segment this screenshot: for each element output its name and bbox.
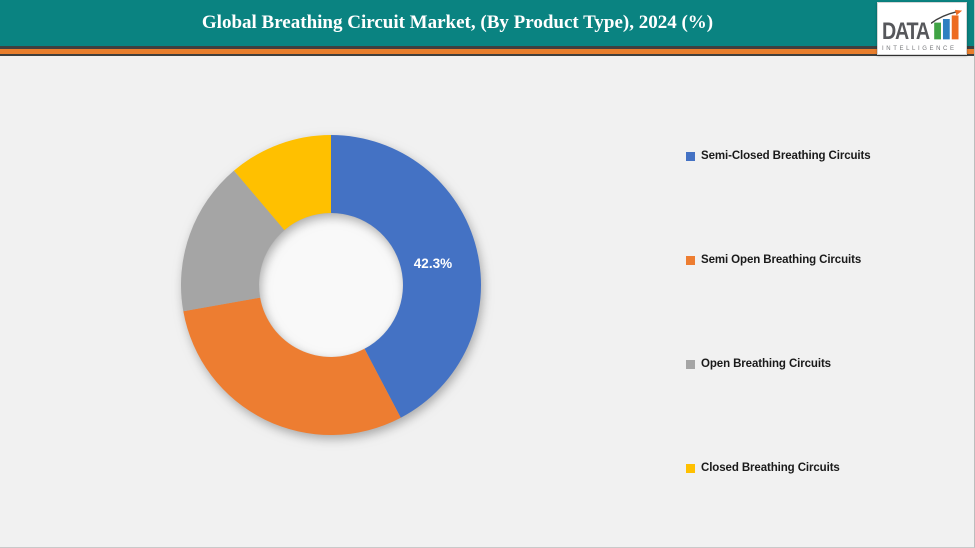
donut-hole xyxy=(259,213,403,357)
chart-title: Global Breathing Circuit Market, (By Pro… xyxy=(201,12,714,33)
legend-label: Semi Open Breathing Circuits xyxy=(701,254,862,266)
legend: Semi-Closed Breathing Circuits Semi Open… xyxy=(686,0,966,547)
logo-wordmark: DATA xyxy=(882,18,930,46)
donut-slice xyxy=(181,170,285,312)
title-bar: Global Breathing Circuit Market, (By Pro… xyxy=(0,0,974,46)
divider-line-bottom xyxy=(0,54,974,56)
slice-data-label: 42.3% xyxy=(414,256,452,271)
legend-item-closed: Closed Breathing Circuits xyxy=(686,460,840,476)
accent-stripe xyxy=(0,49,974,54)
donut-slice xyxy=(183,297,401,435)
legend-item-semi-open: Semi Open Breathing Circuits xyxy=(686,252,861,268)
legend-label: Semi-Closed Breathing Circuits xyxy=(701,150,871,162)
donut-slice xyxy=(233,135,331,231)
legend-swatch-icon xyxy=(686,359,695,369)
legend-swatch-icon xyxy=(686,463,695,473)
donut-slice xyxy=(331,135,482,418)
divider-line-top xyxy=(0,46,974,49)
legend-swatch-icon xyxy=(686,151,695,161)
legend-swatch-icon xyxy=(686,255,695,265)
logo-bar-chart-icon xyxy=(931,9,963,40)
legend-label: Open Breathing Circuits xyxy=(701,358,831,370)
legend-label: Closed Breathing Circuits xyxy=(701,462,840,474)
logo: DATA INTELLIGENCE xyxy=(877,2,967,55)
logo-subtitle: INTELLIGENCE xyxy=(882,46,957,52)
donut-chart: 42.3% xyxy=(181,135,482,435)
logo-row: DATA xyxy=(882,6,963,44)
legend-item-open: Open Breathing Circuits xyxy=(686,356,831,372)
legend-item-semi-closed: Semi-Closed Breathing Circuits xyxy=(686,148,871,164)
